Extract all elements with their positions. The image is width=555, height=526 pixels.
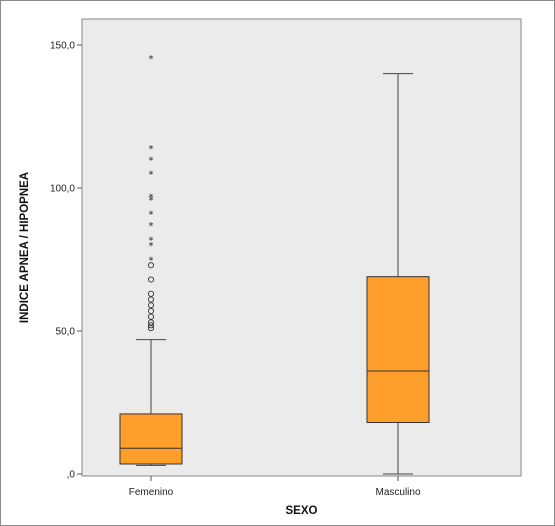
outlier-circle xyxy=(147,302,155,309)
outlier-circle xyxy=(147,307,155,315)
y-axis-title: INDICE APNEA / HIPOPNEA xyxy=(19,172,31,323)
x-tick-label: Masculino xyxy=(375,487,420,498)
outlier-circle xyxy=(147,319,155,326)
outlier-star: * xyxy=(149,144,154,155)
outlier-star: * xyxy=(149,221,154,232)
y-tick-label: ,0 xyxy=(67,470,76,481)
outlier-circle xyxy=(147,276,155,283)
y-axis: ,0 50,0 100,0 150,0 xyxy=(50,41,82,481)
box-iqr xyxy=(366,276,430,424)
outlier-circle xyxy=(147,322,155,329)
outlier-circle xyxy=(147,290,155,297)
box-femenino: *********** xyxy=(119,54,183,466)
outlier-star: * xyxy=(149,256,154,267)
boxes-group: *********** xyxy=(119,54,430,475)
box-masculino xyxy=(366,73,430,475)
outlier-circle xyxy=(147,262,155,269)
outlier-star: * xyxy=(149,235,154,246)
outlier-star: * xyxy=(149,193,154,204)
x-axis-title: SEXO xyxy=(286,505,318,517)
plot-area xyxy=(81,18,522,477)
y-tick-label: 150,0 xyxy=(50,41,75,52)
outlier-circle xyxy=(147,313,155,320)
x-tick-label: Femenino xyxy=(129,487,174,498)
outlier-star: * xyxy=(149,241,154,252)
y-tick-label: 100,0 xyxy=(50,184,75,195)
outlier-circle xyxy=(147,296,155,303)
box-iqr xyxy=(119,413,183,465)
outlier-star: * xyxy=(149,195,154,206)
outlier-star: * xyxy=(149,210,154,221)
y-tick-label: 50,0 xyxy=(56,327,76,338)
outlier-star: * xyxy=(149,54,154,65)
outlier-circle xyxy=(147,325,155,332)
x-axis: Femenino Masculino xyxy=(129,476,421,498)
outlier-star: * xyxy=(149,170,154,181)
outlier-star: * xyxy=(149,155,154,166)
